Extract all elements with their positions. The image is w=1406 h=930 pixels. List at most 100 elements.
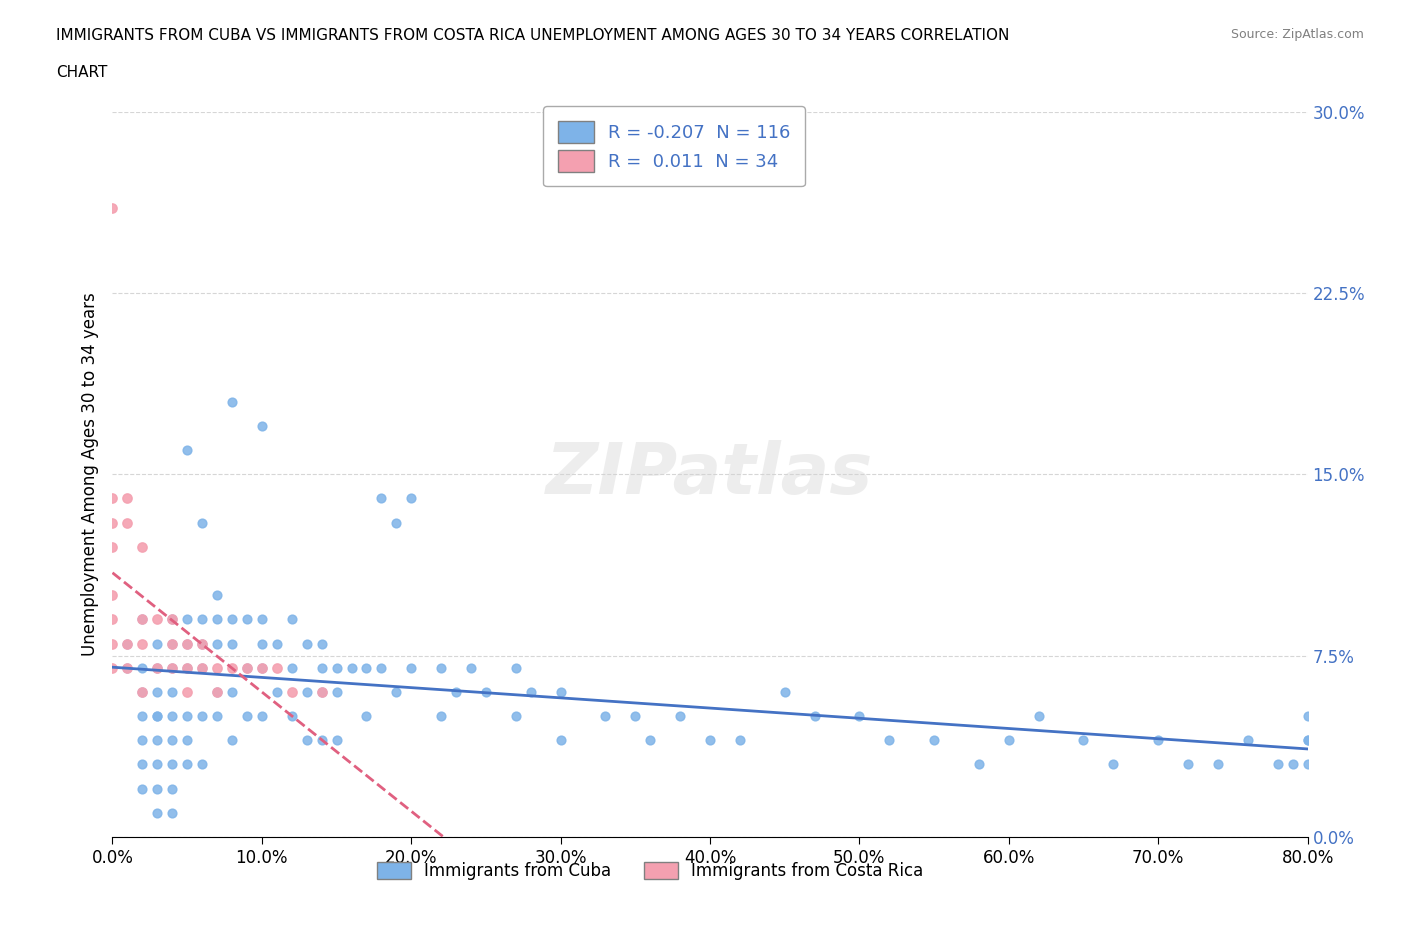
Point bbox=[640, 733, 662, 748]
Point bbox=[101, 612, 124, 627]
Point bbox=[236, 612, 259, 627]
Point bbox=[101, 491, 124, 506]
Point bbox=[1237, 733, 1260, 748]
Point bbox=[191, 636, 214, 651]
Point bbox=[176, 684, 198, 699]
Point bbox=[191, 660, 214, 675]
Point bbox=[922, 733, 945, 748]
Point bbox=[101, 660, 124, 675]
Point bbox=[236, 709, 259, 724]
Point bbox=[505, 709, 527, 724]
Point bbox=[191, 660, 214, 675]
Point bbox=[117, 515, 139, 530]
Point bbox=[162, 660, 183, 675]
Point bbox=[101, 588, 124, 603]
Point bbox=[221, 660, 243, 675]
Point bbox=[385, 684, 408, 699]
Point bbox=[550, 684, 572, 699]
Point bbox=[624, 709, 647, 724]
Point bbox=[176, 636, 198, 651]
Point bbox=[131, 539, 153, 554]
Point bbox=[205, 660, 228, 675]
Point bbox=[191, 612, 214, 627]
Point bbox=[176, 612, 198, 627]
Point bbox=[176, 660, 198, 675]
Point bbox=[401, 491, 423, 506]
Point bbox=[117, 491, 139, 506]
Point bbox=[520, 684, 543, 699]
Point bbox=[236, 660, 259, 675]
Point bbox=[325, 684, 347, 699]
Y-axis label: Unemployment Among Ages 30 to 34 years: Unemployment Among Ages 30 to 34 years bbox=[80, 292, 98, 657]
Point bbox=[205, 636, 228, 651]
Text: CHART: CHART bbox=[56, 65, 108, 80]
Point bbox=[221, 394, 243, 409]
Point bbox=[311, 660, 333, 675]
Point bbox=[162, 636, 183, 651]
Point bbox=[146, 733, 169, 748]
Point bbox=[1267, 757, 1289, 772]
Point bbox=[385, 515, 408, 530]
Point bbox=[430, 709, 453, 724]
Point bbox=[162, 684, 183, 699]
Point bbox=[176, 757, 198, 772]
Point bbox=[117, 660, 139, 675]
Point bbox=[967, 757, 990, 772]
Point bbox=[131, 781, 153, 796]
Point bbox=[131, 660, 153, 675]
Point bbox=[162, 709, 183, 724]
Point bbox=[117, 636, 139, 651]
Point bbox=[370, 660, 392, 675]
Point bbox=[803, 709, 825, 724]
Point bbox=[669, 709, 692, 724]
Legend: Immigrants from Cuba, Immigrants from Costa Rica: Immigrants from Cuba, Immigrants from Co… bbox=[371, 856, 929, 886]
Point bbox=[699, 733, 721, 748]
Point bbox=[131, 684, 153, 699]
Point bbox=[236, 660, 259, 675]
Point bbox=[191, 636, 214, 651]
Point bbox=[550, 733, 572, 748]
Point bbox=[131, 636, 153, 651]
Point bbox=[162, 733, 183, 748]
Point bbox=[146, 709, 169, 724]
Text: ZIPatlas: ZIPatlas bbox=[547, 440, 873, 509]
Point bbox=[146, 805, 169, 820]
Point bbox=[281, 709, 304, 724]
Point bbox=[266, 660, 288, 675]
Point bbox=[340, 660, 363, 675]
Point bbox=[1073, 733, 1095, 748]
Point bbox=[146, 781, 169, 796]
Point bbox=[879, 733, 901, 748]
Point bbox=[356, 660, 378, 675]
Point bbox=[221, 612, 243, 627]
Point bbox=[191, 515, 214, 530]
Point bbox=[221, 636, 243, 651]
Point bbox=[430, 660, 453, 675]
Point bbox=[221, 684, 243, 699]
Point bbox=[1296, 733, 1319, 748]
Point bbox=[250, 612, 273, 627]
Point bbox=[250, 709, 273, 724]
Point bbox=[1147, 733, 1170, 748]
Point bbox=[1028, 709, 1050, 724]
Point bbox=[221, 733, 243, 748]
Point bbox=[176, 636, 198, 651]
Point bbox=[401, 660, 423, 675]
Point bbox=[281, 612, 304, 627]
Point bbox=[311, 733, 333, 748]
Point bbox=[1296, 709, 1319, 724]
Point bbox=[146, 709, 169, 724]
Point bbox=[146, 660, 169, 675]
Point bbox=[325, 660, 347, 675]
Point bbox=[1206, 757, 1229, 772]
Point bbox=[162, 660, 183, 675]
Point bbox=[1296, 757, 1319, 772]
Point bbox=[191, 709, 214, 724]
Point bbox=[131, 612, 153, 627]
Point bbox=[205, 588, 228, 603]
Point bbox=[505, 660, 527, 675]
Point bbox=[146, 612, 169, 627]
Point bbox=[101, 539, 124, 554]
Point bbox=[205, 612, 228, 627]
Point bbox=[205, 684, 228, 699]
